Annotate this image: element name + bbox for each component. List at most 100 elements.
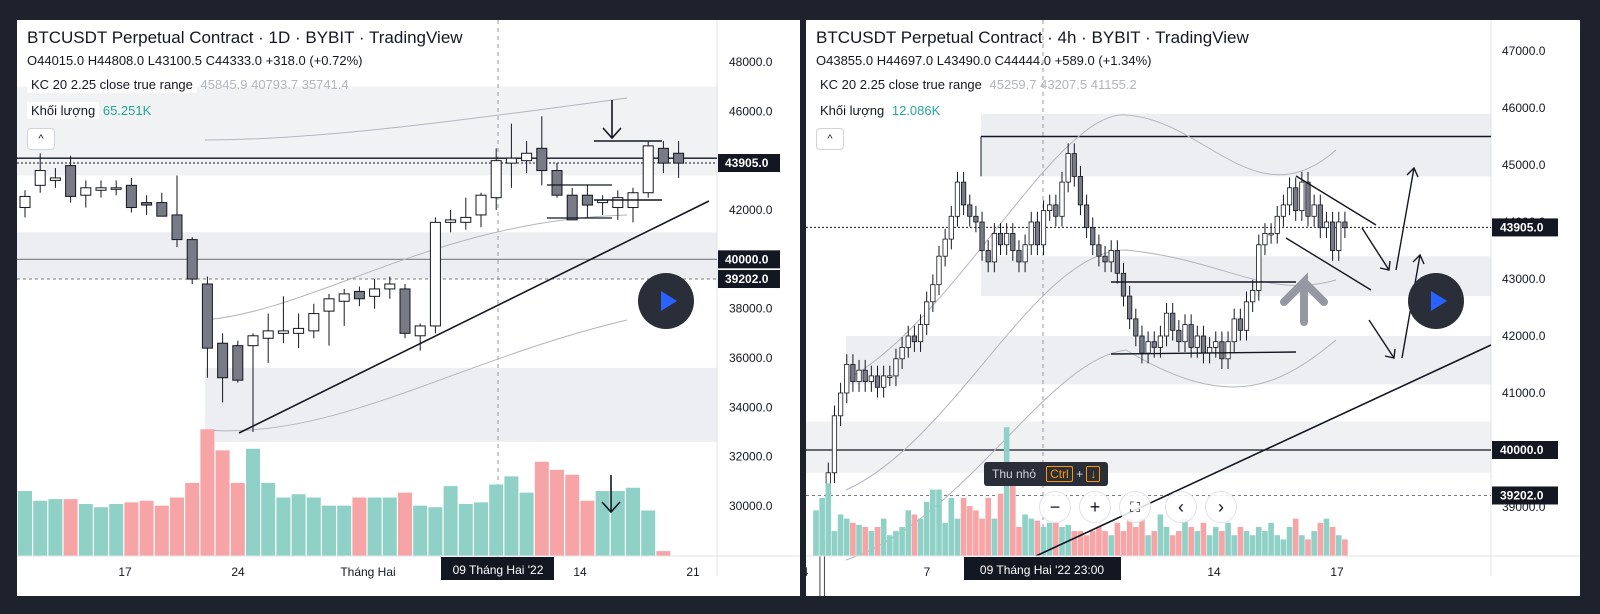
candle-body <box>893 358 899 377</box>
chart-canvas-1d[interactable]: 48000.046000.044000.042000.040000.038000… <box>17 20 800 596</box>
kc-middle-band <box>204 214 628 321</box>
volume-bar <box>825 483 832 556</box>
candle-body <box>1280 204 1287 217</box>
price-tick-label: 32000.0 <box>729 450 773 464</box>
volume-bar <box>1237 526 1244 556</box>
price-tick-label: 30000.0 <box>729 499 773 513</box>
volume-row[interactable]: Khối lượng 65.251K <box>27 98 463 124</box>
volume-bar <box>1194 531 1201 556</box>
volume-bar <box>1176 531 1182 556</box>
volume-bar <box>1083 535 1090 556</box>
volume-bar <box>504 476 519 556</box>
candle-body <box>1293 187 1299 212</box>
zoom-out-tooltip: Thu nhỏ Ctrl + ↓ <box>984 462 1109 486</box>
candle-body <box>924 301 930 325</box>
candle-body <box>1311 204 1317 217</box>
volume-bar <box>1139 518 1145 556</box>
play-icon <box>660 291 677 311</box>
volume-bar <box>1323 518 1330 556</box>
candle-body <box>930 284 936 303</box>
candle-body <box>505 157 517 164</box>
candle-body <box>1090 227 1096 246</box>
volume-bar <box>936 489 942 556</box>
candle-body <box>1016 250 1022 263</box>
close-value: C44333.0 <box>205 53 262 68</box>
volume-bar <box>261 482 276 556</box>
volume-bar <box>519 492 534 556</box>
zoom-in-button[interactable]: + <box>1079 491 1111 523</box>
chart-panel-4h[interactable]: 47000.046000.045000.044000.043000.042000… <box>806 20 1580 596</box>
candle-body <box>1330 221 1336 251</box>
candle-body <box>34 170 46 186</box>
candle-body <box>1139 335 1145 354</box>
candle-body <box>277 330 289 334</box>
chart-panel-1d[interactable]: 48000.046000.044000.042000.040000.038000… <box>17 20 800 596</box>
candle-body <box>612 197 624 209</box>
close-value: C44444.0 <box>994 53 1051 68</box>
support-zone <box>846 336 1491 385</box>
volume-bar <box>200 429 215 556</box>
price-tick-label: 46000.0 <box>729 104 773 118</box>
volume-bar <box>1108 535 1114 556</box>
replay-play-button[interactable] <box>638 273 694 329</box>
scroll-left-button[interactable]: ‹ <box>1165 491 1197 523</box>
candle-body <box>911 335 917 343</box>
candle-body <box>338 293 350 302</box>
ohlc-readout: O43855.0 H44697.0 L43490.0 C44444.0 +589… <box>816 50 1249 72</box>
arrow-up-icon <box>1395 166 1419 271</box>
volume-bar <box>94 507 108 556</box>
candle-body <box>247 335 259 347</box>
candle-body <box>917 324 924 343</box>
candle-body <box>141 202 153 206</box>
volume-bar <box>1335 535 1342 556</box>
indicator-row[interactable]: KC 20 2.25 close true range 45845.9 4079… <box>27 72 463 98</box>
zoom-out-button[interactable]: − <box>1039 491 1071 523</box>
volume-label: Khối lượng <box>27 102 100 119</box>
candle-body <box>1040 210 1047 246</box>
ohlc-readout: O44015.0 H44808.0 L43100.5 C44333.0 +318… <box>27 50 463 72</box>
price-tick-label: 38000.0 <box>729 302 773 316</box>
candle-body <box>1342 221 1348 229</box>
candle-body <box>985 250 991 263</box>
trendline <box>238 200 710 434</box>
volume-bar <box>1256 526 1262 556</box>
candle-body <box>844 364 850 394</box>
candle-body <box>1188 324 1194 348</box>
kc-upper-band <box>204 97 628 141</box>
volume-bar <box>1016 526 1022 556</box>
price-tick-label: 36000.0 <box>729 351 773 365</box>
time-tick-label: 14 <box>1207 565 1221 579</box>
indicator-label: KC 20 2.25 close true range <box>816 76 986 93</box>
low-value: L43100.5 <box>147 53 202 68</box>
volume-bar <box>831 531 838 556</box>
volume-row[interactable]: Khối lượng 12.086K <box>816 98 1249 124</box>
legend-1d: BTCUSDT Perpetual Contract · 1D · BYBIT … <box>27 26 463 150</box>
candle-body <box>1127 295 1133 320</box>
volume-bar <box>1262 531 1268 556</box>
chart-canvas-4h[interactable]: 47000.046000.045000.044000.043000.042000… <box>806 20 1580 596</box>
volume-bar <box>413 505 428 556</box>
collapse-legend-button[interactable]: ^ <box>27 128 55 150</box>
crosshair-time-label: 09 Tháng Hai '22 23:00 <box>980 563 1104 577</box>
reset-zoom-button[interactable]: ⛶ <box>1119 491 1151 523</box>
candle-body <box>293 327 305 334</box>
candle-body <box>905 335 911 348</box>
candle-body <box>19 195 31 209</box>
volume-bar <box>322 505 336 556</box>
candle-body <box>1065 153 1071 183</box>
volume-bar <box>230 482 245 556</box>
collapse-legend-button[interactable]: ^ <box>816 128 844 150</box>
indicator-row[interactable]: KC 20 2.25 close true range 45259.7 4320… <box>816 72 1249 98</box>
volume-bar <box>1305 539 1311 556</box>
volume-bar <box>246 448 260 556</box>
volume-bar <box>443 486 458 556</box>
arrow-down-icon <box>601 475 621 514</box>
replay-play-button[interactable] <box>1408 273 1464 329</box>
volume-bar <box>1311 531 1317 556</box>
price-tag-bg <box>1492 441 1558 459</box>
price-tag-label: 39202.0 <box>725 272 769 286</box>
candle-body <box>186 239 198 280</box>
volume-bar <box>1243 531 1250 556</box>
open-value: O44015.0 <box>27 53 85 68</box>
scroll-right-button[interactable]: › <box>1205 491 1237 523</box>
